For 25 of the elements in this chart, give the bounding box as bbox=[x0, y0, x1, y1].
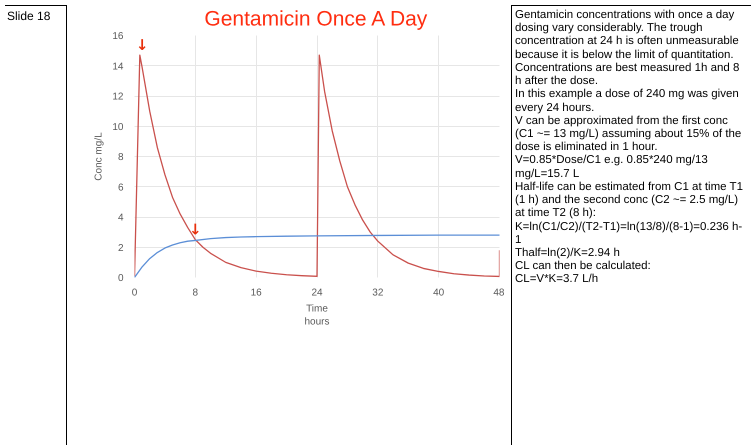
x-tick-label: 48 bbox=[493, 288, 505, 298]
x-axis-title: Time hours bbox=[304, 304, 330, 328]
text: Slide 18 bbox=[7, 8, 50, 25]
x-tick-label: 16 bbox=[250, 288, 262, 298]
annotation: ↓ bbox=[136, 36, 148, 54]
y-tick-label: 2 bbox=[118, 242, 124, 254]
y-tick-label: 12 bbox=[112, 92, 124, 102]
line-series bbox=[134, 234, 500, 278]
y-tick-label: 0 bbox=[118, 273, 124, 284]
annotation: ↓ bbox=[189, 220, 202, 239]
x-tick-label: 24 bbox=[311, 288, 323, 298]
x-tick-label: 32 bbox=[372, 288, 384, 298]
y-tick-label: 4 bbox=[118, 212, 124, 224]
y-tick-label: 14 bbox=[112, 61, 124, 72]
y-axis-title: Conc mg/L bbox=[93, 132, 104, 181]
y-tick-label: 16 bbox=[112, 31, 124, 42]
y-tick-label: 6 bbox=[118, 182, 124, 194]
x-tick-label: 0 bbox=[132, 288, 138, 298]
x-tick-label: 8 bbox=[192, 288, 199, 298]
x-tick-label: 40 bbox=[433, 288, 445, 298]
chart-title: Gentamicin Once A Day bbox=[204, 8, 428, 30]
y-tick-label: 10 bbox=[112, 122, 124, 133]
text: Gentamicin concentrations with once a day dosing vary considerably. The trough concentration at 24 h is often unmeasurable because it is below the limit of quantitation. Concentrations are best measured 1h and 8 h after the dose. In this example a dose of 240 mg was given every 24 hours. V can be approximated from the first conc (C1 ~= 13 mg/L) assuming about 15% of the dose is eliminated in 1 hour. V=0.85*Dose/C1 e.g. 0.85*240 mg/13 mg/L=15.7 L Half-life can be estimated from C1 at time T1 (1 h) and the second conc (C2 ~= 2.5 mg/L) at time T2 (8 h): K=ln(C1/C2)/(T2-T1)=ln(13/8)/(8-1)=0.236 h-1 Thalf=ln(2)/K=2.94 h CL can then be calculated: CL=V*K=3.7 L/h bbox=[515, 9, 743, 286]
line-series bbox=[134, 54, 500, 278]
y-tick-label: 8 bbox=[118, 152, 124, 163]
